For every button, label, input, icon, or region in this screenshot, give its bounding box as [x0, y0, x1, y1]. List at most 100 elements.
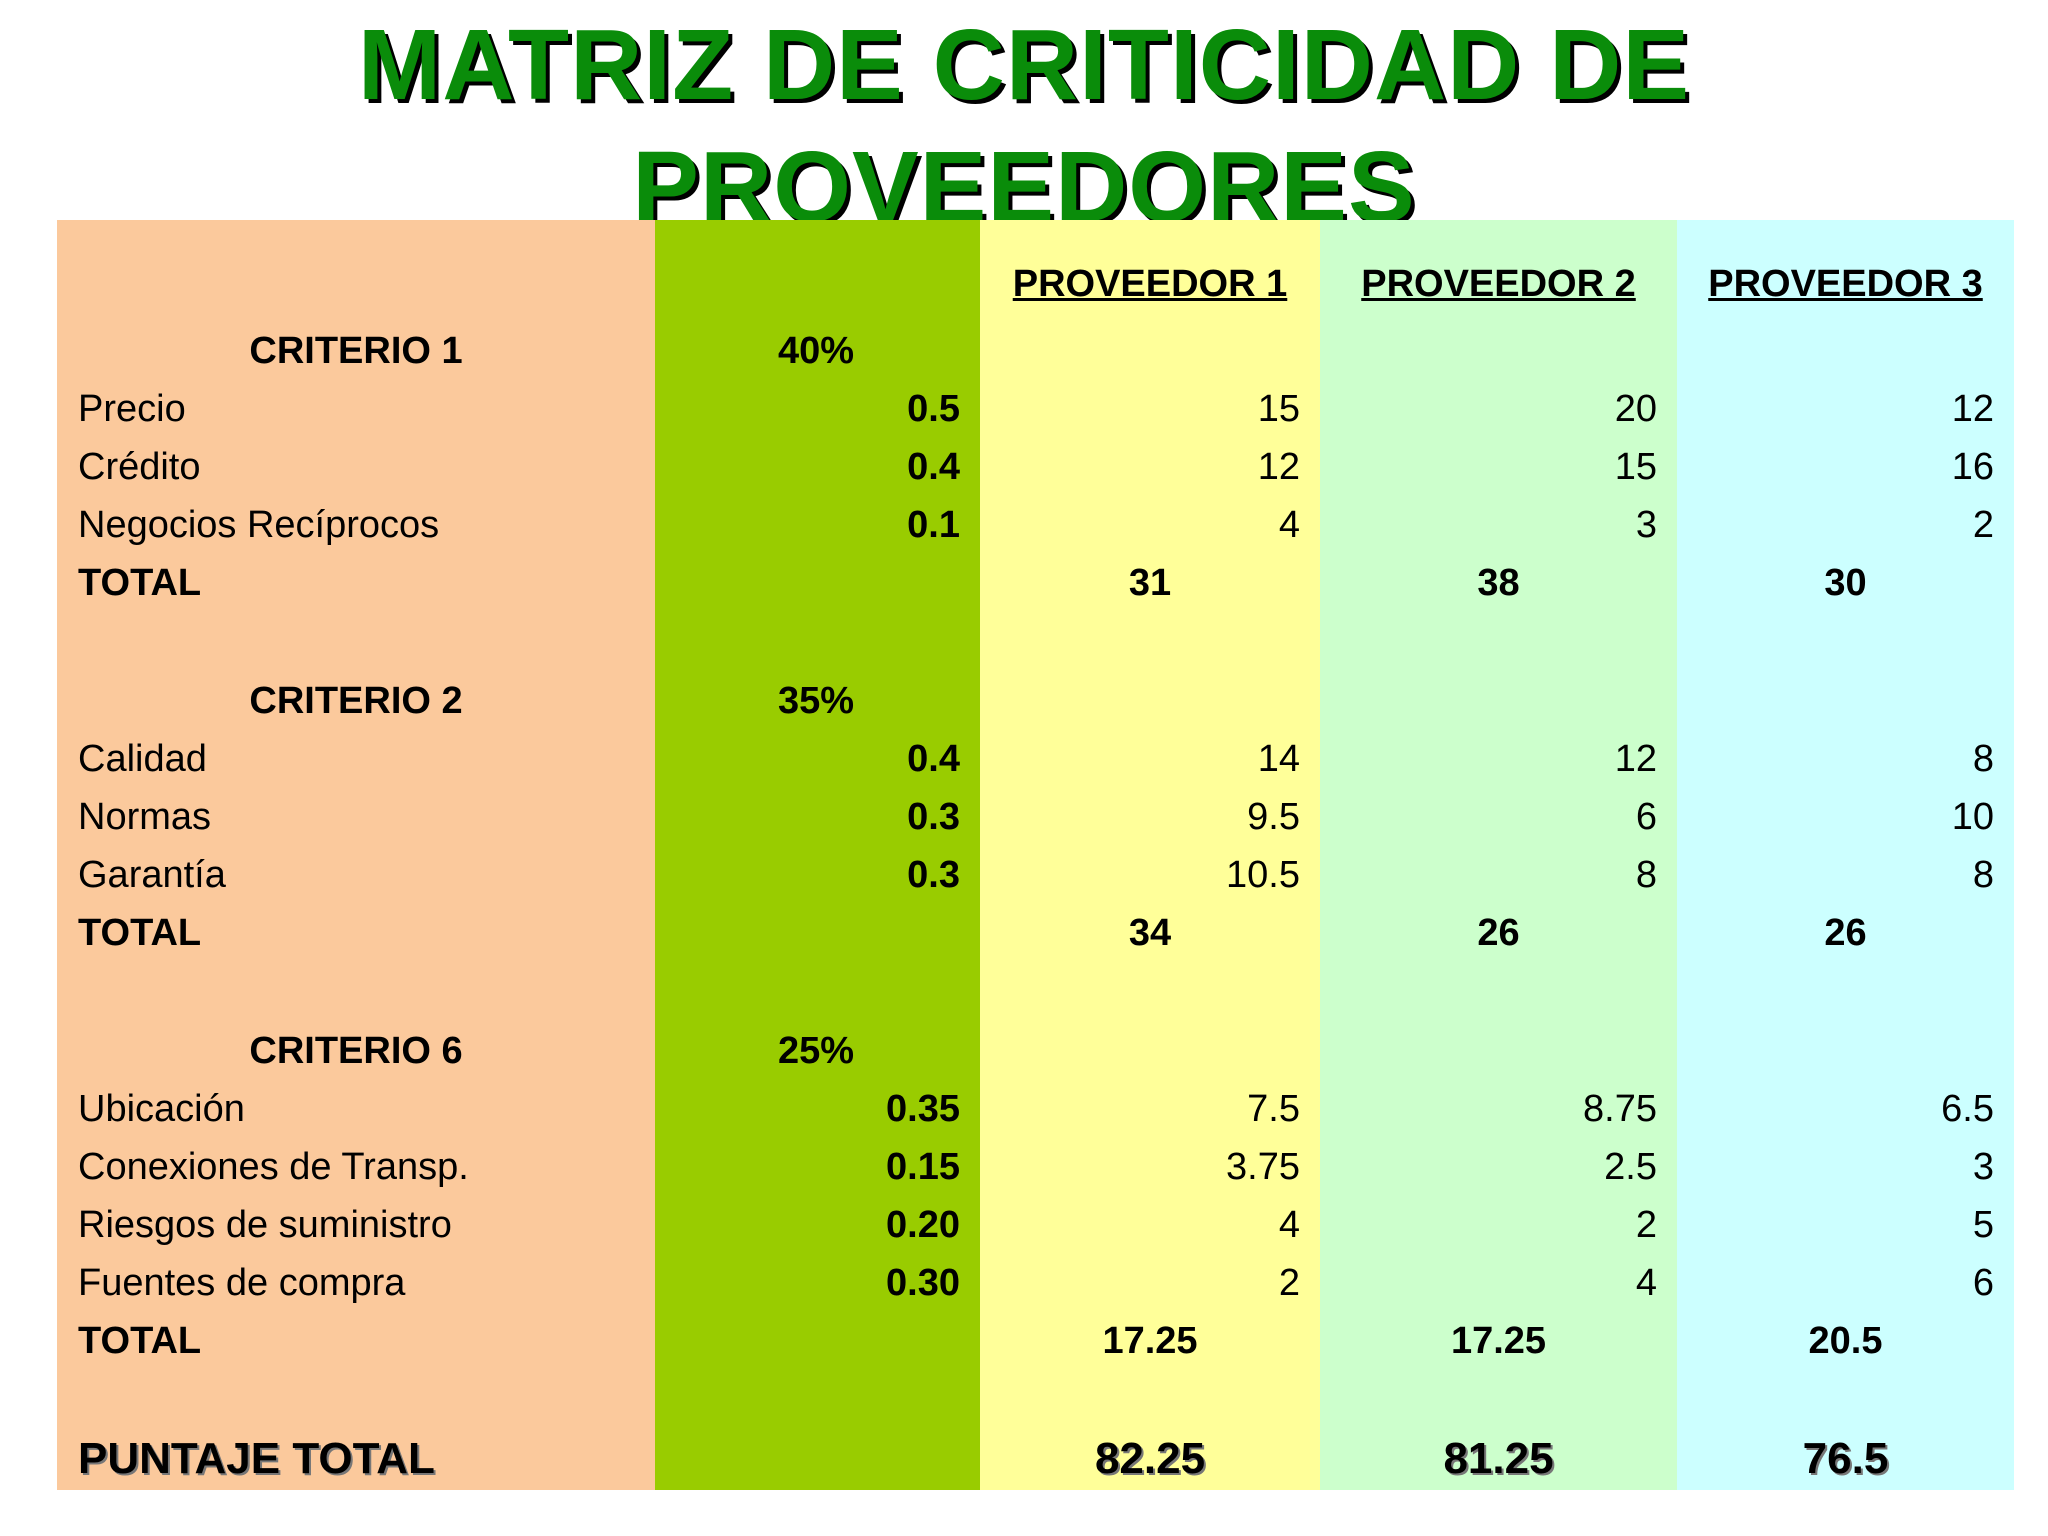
row-weight: 0.4 [907, 738, 960, 780]
row-label: Garantía [78, 854, 226, 896]
criterion-name: CRITERIO 6 [249, 1030, 463, 1072]
proveedor-1-total: 34 [1128, 912, 1172, 954]
proveedor-2-column-band [1320, 220, 1677, 1490]
proveedor-2-value: 8.75 [1583, 1088, 1657, 1130]
proveedor-2-value: 2 [1635, 1204, 1657, 1246]
header-row: PROVEEDOR 1 PROVEEDOR 2 PROVEEDOR 3 [0, 255, 2048, 313]
proveedor-2-value: 20 [1614, 388, 1657, 430]
row-label: Calidad [78, 738, 207, 780]
proveedor-3-value: 2 [1972, 504, 1994, 546]
total-label: TOTAL [78, 912, 202, 954]
table-row: Riesgos de suministro 0.20 4 2 5 [0, 1196, 2048, 1254]
proveedor-2-grand-total: 81.25 [1443, 1434, 1554, 1483]
proveedor-1-value: 7.5 [1247, 1088, 1300, 1130]
row-label: Normas [78, 796, 212, 838]
row-weight: 0.20 [886, 1204, 960, 1246]
proveedor-2-value: 15 [1614, 446, 1657, 488]
proveedor-3-value: 5 [1972, 1204, 1994, 1246]
proveedor-1-value: 10.5 [1226, 854, 1300, 896]
proveedor-1-total: 31 [1128, 562, 1172, 604]
table-row: Precio 0.5 15 20 12 [0, 380, 2048, 438]
proveedor-2-value: 8 [1635, 854, 1657, 896]
grand-total-label: PUNTAJE TOTAL [78, 1434, 435, 1483]
proveedor-2-value: 3 [1635, 504, 1657, 546]
proveedor-1-value: 15 [1257, 388, 1300, 430]
proveedor-3-value: 6 [1972, 1262, 1994, 1304]
proveedor-3-total: 30 [1824, 562, 1867, 604]
table-row: Negocios Recíprocos 0.1 4 3 2 [0, 496, 2048, 554]
row-label: Conexiones de Transp. [78, 1146, 469, 1188]
table-row: Crédito 0.4 12 15 16 [0, 438, 2048, 496]
proveedor-1-value: 4 [1278, 504, 1300, 546]
proveedor-2-value: 12 [1614, 738, 1657, 780]
total-row: TOTAL 17.25 17.25 20.5 [0, 1312, 2048, 1370]
proveedor-3-value: 6.5 [1941, 1088, 1994, 1130]
proveedor-1-total: 17.25 [1102, 1320, 1198, 1362]
table-row: Fuentes de compra 0.30 2 4 6 [0, 1254, 2048, 1312]
weight-column-band [655, 220, 980, 1490]
row-weight: 0.15 [886, 1146, 960, 1188]
proveedor-2-value: 4 [1635, 1262, 1657, 1304]
row-weight: 0.3 [907, 854, 960, 896]
criterion-percent: 25% [778, 1030, 855, 1072]
table-row: Normas 0.3 9.5 6 10 [0, 788, 2048, 846]
page-title: MATRIZ DE CRITICIDAD DE PROVEEDORES [0, 4, 2048, 248]
proveedor-3-column-band [1677, 220, 2014, 1490]
proveedor-1-value: 4 [1278, 1204, 1300, 1246]
row-label: Precio [78, 388, 186, 430]
table-row: Ubicación 0.35 7.5 8.75 6.5 [0, 1080, 2048, 1138]
proveedor-3-value: 10 [1951, 796, 1994, 838]
row-weight: 0.5 [907, 388, 960, 430]
proveedor-3-value: 16 [1951, 446, 1994, 488]
criterion-header-row: CRITERIO 1 40% [0, 322, 2048, 380]
row-label: Negocios Recíprocos [78, 504, 440, 546]
proveedor-3-value: 3 [1972, 1146, 1994, 1188]
criteria-column-band [57, 220, 655, 1490]
criterion-header-row: CRITERIO 6 25% [0, 1022, 2048, 1080]
proveedor-3-grand-total: 76.5 [1802, 1434, 1889, 1483]
total-label: TOTAL [78, 562, 202, 604]
proveedor-2-total: 38 [1477, 562, 1520, 604]
proveedor-1-value: 14 [1257, 738, 1300, 780]
criterion-name: CRITERIO 1 [249, 330, 463, 372]
row-weight: 0.1 [907, 504, 960, 546]
proveedor-3-value: 12 [1951, 388, 1994, 430]
header-proveedor-2: PROVEEDOR 2 [1361, 263, 1636, 305]
total-label: TOTAL [78, 1320, 202, 1362]
header-proveedor-1: PROVEEDOR 1 [1012, 263, 1288, 305]
proveedor-2-total: 17.25 [1450, 1320, 1547, 1362]
criterion-percent: 35% [778, 680, 855, 722]
row-weight: 0.4 [907, 446, 960, 488]
criterion-header-row: CRITERIO 2 35% [0, 672, 2048, 730]
row-label: Crédito [78, 446, 201, 488]
total-row: TOTAL 34 26 26 [0, 904, 2048, 962]
criterion-percent: 40% [778, 330, 855, 372]
row-weight: 0.35 [886, 1088, 960, 1130]
table-row: Garantía 0.3 10.5 8 8 [0, 846, 2048, 904]
title-line-1: MATRIZ DE CRITICIDAD DE [357, 9, 1691, 121]
proveedor-2-total: 26 [1477, 912, 1520, 954]
proveedor-2-value: 2.5 [1604, 1146, 1657, 1188]
table-row: Conexiones de Transp. 0.15 3.75 2.5 3 [0, 1138, 2048, 1196]
header-proveedor-3: PROVEEDOR 3 [1708, 263, 1983, 305]
proveedor-1-column-band [980, 220, 1320, 1490]
proveedor-3-total: 20.5 [1808, 1320, 1883, 1362]
proveedor-2-value: 6 [1635, 796, 1657, 838]
total-row: TOTAL 31 38 30 [0, 554, 2048, 612]
criterion-name: CRITERIO 2 [249, 680, 463, 722]
proveedor-1-value: 2 [1278, 1262, 1300, 1304]
proveedor-1-value: 3.75 [1226, 1146, 1300, 1188]
row-weight: 0.30 [886, 1262, 960, 1304]
proveedor-3-total: 26 [1824, 912, 1867, 954]
proveedor-1-value: 9.5 [1247, 796, 1300, 838]
row-weight: 0.3 [907, 796, 960, 838]
table-row: Calidad 0.4 14 12 8 [0, 730, 2048, 788]
proveedor-3-value: 8 [1972, 738, 1994, 780]
proveedor-1-grand-total: 82.25 [1094, 1434, 1206, 1483]
grand-total-row: PUNTAJE TOTAL 82.25 81.25 76.5 [0, 1430, 2048, 1488]
row-label: Riesgos de suministro [78, 1204, 452, 1246]
row-label: Fuentes de compra [78, 1262, 406, 1304]
proveedor-3-value: 8 [1972, 854, 1994, 896]
proveedor-1-value: 12 [1257, 446, 1300, 488]
row-label: Ubicación [78, 1088, 245, 1130]
